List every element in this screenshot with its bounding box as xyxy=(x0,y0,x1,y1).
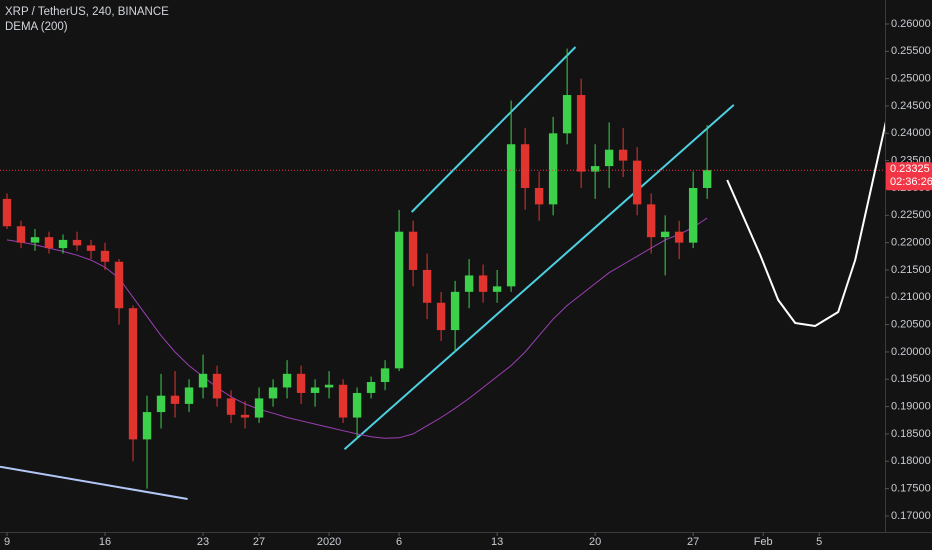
candle-body xyxy=(366,382,376,393)
y-tick-label: 0.24500 xyxy=(891,100,931,112)
candle-body xyxy=(436,302,446,331)
candle-body xyxy=(632,160,642,205)
trend-drawing xyxy=(343,104,735,450)
candle-body xyxy=(702,170,712,188)
x-tick-label: Feb xyxy=(754,536,773,548)
x-tick-label: 23 xyxy=(197,536,209,548)
candle-body xyxy=(576,95,586,172)
candle-body xyxy=(618,149,628,161)
candle-body xyxy=(2,198,12,227)
y-tick-label: 0.25500 xyxy=(891,45,931,57)
y-tick-label: 0.22500 xyxy=(891,209,931,221)
candle-body xyxy=(380,368,390,383)
candle-body xyxy=(422,269,432,303)
candle-body xyxy=(170,395,180,404)
x-tick-label: 27 xyxy=(253,536,265,548)
candle-body xyxy=(198,373,208,388)
candle-body xyxy=(478,275,488,292)
y-tick-label: 0.21000 xyxy=(891,291,931,303)
trend-drawing xyxy=(0,465,188,500)
x-tick-label: 13 xyxy=(491,536,503,548)
candle-body xyxy=(646,204,656,238)
candle-body xyxy=(352,392,362,418)
candle-body xyxy=(128,308,138,440)
candle-body xyxy=(338,384,348,418)
candle-body xyxy=(212,373,222,399)
candle-body xyxy=(16,226,26,243)
candle-body xyxy=(590,166,600,172)
chart-title: XRP / TetherUS, 240, BINANCE xyxy=(5,6,169,18)
candle-body xyxy=(534,187,544,205)
y-tick-label: 0.17000 xyxy=(891,510,931,522)
x-tick-label: 16 xyxy=(99,536,111,548)
candle-body xyxy=(30,237,40,243)
y-tick-label: 0.21500 xyxy=(891,264,931,276)
candle-body xyxy=(142,412,152,440)
candle-body xyxy=(100,250,110,262)
candle-body xyxy=(548,133,558,205)
y-tick-label: 0.26000 xyxy=(891,18,931,30)
trend-drawing xyxy=(726,121,885,327)
y-tick-label: 0.20500 xyxy=(891,319,931,331)
trend-drawing xyxy=(410,46,577,213)
y-tick-label: 0.17500 xyxy=(891,483,931,495)
y-tick-label: 0.19000 xyxy=(891,401,931,413)
y-tick-label: 0.24000 xyxy=(891,127,931,139)
candle-body xyxy=(254,398,264,418)
y-tick-label: 0.18500 xyxy=(891,428,931,440)
x-tick-label: 27 xyxy=(687,536,699,548)
x-tick-label: 6 xyxy=(396,536,402,548)
candle-body xyxy=(450,291,460,331)
candle-body xyxy=(408,231,418,270)
candle-body xyxy=(268,387,278,399)
last-price-box xyxy=(886,162,932,191)
candle-body xyxy=(604,149,614,167)
candle-body xyxy=(688,187,698,243)
y-tick-label: 0.19500 xyxy=(891,373,931,385)
countdown-label: 02:36:26 xyxy=(890,176,932,188)
y-tick-label: 0.25000 xyxy=(891,73,931,85)
candle-body xyxy=(58,239,68,249)
candle-body xyxy=(156,395,166,413)
y-tick-label: 0.18000 xyxy=(891,455,931,467)
candle-body xyxy=(44,237,54,249)
indicator-label: DEMA (200) xyxy=(5,21,68,33)
candle-body xyxy=(324,384,334,388)
candle-body xyxy=(492,286,502,292)
candle-body xyxy=(464,275,474,292)
x-tick-label: 5 xyxy=(816,536,822,548)
x-tick-label: 20 xyxy=(589,536,601,548)
plot-area xyxy=(0,46,885,500)
candle-body xyxy=(394,231,404,369)
x-tick-label: 2020 xyxy=(317,536,341,548)
candle-body xyxy=(296,373,306,393)
candle-body xyxy=(86,245,96,251)
candle-body xyxy=(72,239,82,246)
candle-body xyxy=(282,373,292,388)
candle-body xyxy=(562,95,572,134)
y-tick-label: 0.20000 xyxy=(891,346,931,358)
candle-body xyxy=(240,414,250,418)
candle-body xyxy=(674,231,684,243)
candle-body xyxy=(226,398,236,415)
candle-body xyxy=(310,387,320,393)
candle-body xyxy=(114,261,124,309)
candle-body xyxy=(660,231,670,238)
x-tick-label: 9 xyxy=(4,536,10,548)
candle-body xyxy=(520,144,530,188)
candle-body xyxy=(506,144,516,287)
candle-body xyxy=(184,387,194,404)
y-tick-label: 0.22000 xyxy=(891,237,931,249)
last-price-label: 0.23325 xyxy=(890,163,930,175)
